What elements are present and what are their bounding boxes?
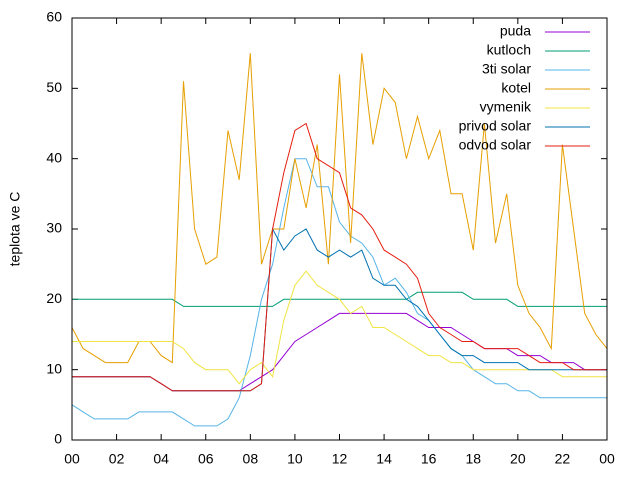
x-tick-label: 02 bbox=[109, 451, 125, 467]
x-tick-label: 22 bbox=[555, 451, 571, 467]
plot-border bbox=[71, 17, 608, 441]
legend-label: privod solar bbox=[459, 118, 532, 134]
legend-label: vymenik bbox=[480, 99, 532, 115]
y-tick-label: 50 bbox=[46, 79, 62, 95]
x-tick-label: 04 bbox=[153, 451, 169, 467]
x-tick-label: 08 bbox=[243, 451, 259, 467]
legend-label: 3ti solar bbox=[482, 61, 531, 77]
y-tick-label: 20 bbox=[46, 290, 62, 306]
y-tick-label: 40 bbox=[46, 149, 62, 165]
y-axis-label: teplota ve C bbox=[7, 192, 23, 267]
series-line bbox=[72, 122, 607, 392]
x-tick-label: 14 bbox=[376, 451, 392, 467]
legend-label: odvod solar bbox=[459, 137, 532, 153]
x-tick-label: 00 bbox=[64, 451, 80, 467]
legend-label: kutloch bbox=[487, 42, 531, 58]
y-tick-label: 0 bbox=[54, 431, 62, 447]
x-tick-label: 10 bbox=[287, 451, 303, 467]
x-tick-label: 16 bbox=[421, 451, 437, 467]
series-line bbox=[71, 158, 607, 427]
x-tick-label: 18 bbox=[465, 451, 481, 467]
x-tick-label: 06 bbox=[198, 451, 214, 467]
series-line bbox=[71, 53, 608, 364]
x-tick-label: 12 bbox=[332, 451, 348, 467]
y-tick-label: 10 bbox=[46, 360, 62, 376]
y-tick-label: 60 bbox=[46, 9, 62, 25]
legend-label: kotel bbox=[501, 80, 531, 96]
x-tick-label: 00 bbox=[599, 451, 615, 467]
x-tick-label: 20 bbox=[510, 451, 526, 467]
series-line bbox=[72, 270, 607, 385]
legend-label: puda bbox=[500, 23, 531, 39]
y-tick-label: 30 bbox=[46, 220, 62, 236]
